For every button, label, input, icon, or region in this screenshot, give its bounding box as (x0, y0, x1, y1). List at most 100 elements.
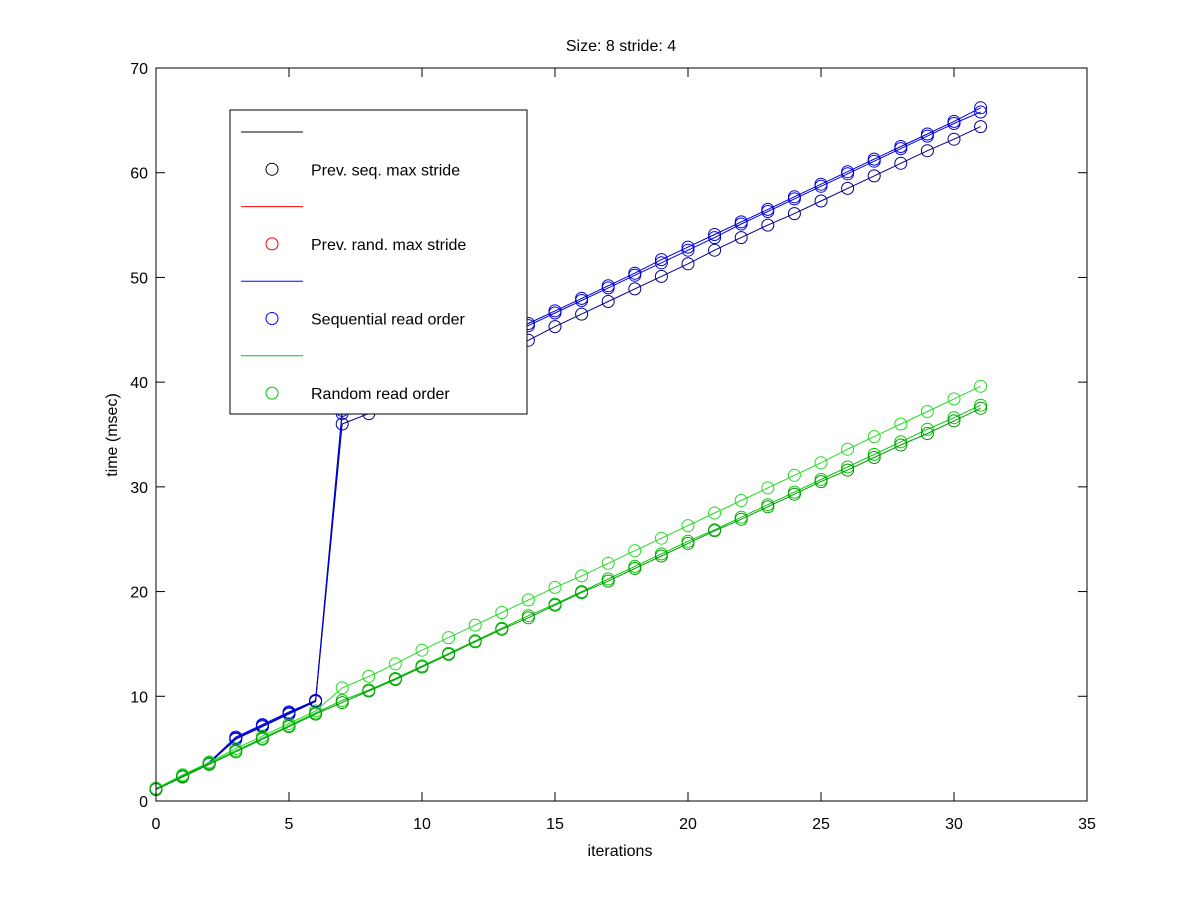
data-point (947, 392, 961, 406)
data-point (761, 481, 775, 495)
data-point (761, 202, 775, 216)
legend-marker-swatch (265, 237, 279, 251)
x-tick-label: 30 (945, 816, 963, 833)
data-point (867, 451, 881, 464)
data-point (415, 643, 429, 657)
data-point (734, 494, 748, 507)
x-tick-label: 35 (1078, 816, 1096, 833)
y-tick-label: 0 (139, 794, 148, 811)
legend-label: Prev. rand. max stride (311, 237, 466, 254)
y-tick-label: 20 (130, 585, 148, 602)
chart-title: Size: 8 stride: 4 (566, 38, 676, 55)
legend-marker-swatch (265, 162, 279, 176)
data-point (974, 379, 988, 393)
data-point (362, 684, 376, 698)
y-tick-label: 30 (130, 480, 148, 497)
data-point (521, 593, 535, 607)
data-point (468, 618, 482, 632)
data-point (708, 228, 722, 241)
data-point (335, 696, 349, 710)
data-point (920, 127, 934, 141)
data-point (495, 606, 509, 619)
series-line (155, 126, 981, 790)
data-point (654, 269, 668, 283)
data-point (654, 549, 668, 563)
data-point (601, 556, 615, 570)
data-point (282, 706, 296, 720)
data-point (309, 704, 323, 718)
data-point (575, 307, 589, 321)
data-point (708, 506, 722, 520)
data-point (947, 414, 961, 428)
data-point (681, 536, 695, 550)
series-line (155, 407, 981, 790)
data-point (894, 156, 908, 170)
data-point (708, 524, 722, 538)
data-point (282, 720, 296, 734)
data-point (867, 169, 881, 183)
legend-marker-swatch (265, 386, 279, 400)
data-point (575, 569, 589, 583)
data-point (787, 190, 801, 204)
y-tick-label: 70 (130, 61, 148, 78)
data-point (309, 707, 323, 721)
x-tick-label: 15 (546, 816, 564, 833)
y-tick-label: 40 (130, 375, 148, 392)
data-point (974, 398, 988, 412)
data-point (255, 719, 269, 733)
legend-label: Random read order (311, 386, 450, 403)
data-point (841, 165, 855, 179)
x-tick-label: 5 (285, 816, 294, 833)
data-point (787, 468, 801, 482)
x-tick-label: 25 (812, 816, 830, 833)
series-layer (149, 101, 988, 796)
data-point (654, 531, 668, 545)
data-point (681, 257, 695, 271)
x-tick-label: 20 (679, 816, 697, 833)
data-point (894, 435, 908, 449)
data-point (974, 105, 988, 119)
data-point (947, 132, 961, 146)
legend: Prev. seq. max stride Prev. rand. max str… (229, 109, 528, 415)
data-point (814, 475, 828, 489)
series-line (155, 385, 981, 789)
data-point (442, 631, 456, 645)
data-point (814, 456, 828, 470)
y-tick-label: 60 (130, 166, 148, 183)
data-point (654, 253, 668, 267)
data-point (468, 635, 482, 649)
data-point (814, 194, 828, 208)
data-point (176, 770, 190, 784)
data-point (229, 745, 243, 759)
data-point (947, 114, 961, 128)
y-tick-label: 50 (130, 270, 148, 287)
legend-label: Sequential read order (311, 312, 466, 329)
data-point (575, 586, 589, 600)
data-point (628, 562, 642, 575)
axis-ticks: 0 5 10 15 20 25 30 35 0 10 20 30 40 50 60 70 (130, 61, 1096, 833)
legend-entries: Prev. seq. max stride Prev. rand. max str… (241, 131, 466, 403)
legend-entry: Prev. seq. max stride (265, 162, 460, 179)
data-point (841, 463, 855, 477)
legend-marker-swatch (265, 312, 279, 325)
data-point (415, 660, 429, 674)
data-point (628, 544, 642, 558)
data-point (708, 243, 722, 257)
data-point (841, 442, 855, 456)
data-point (814, 177, 828, 191)
data-point (255, 732, 269, 746)
legend-entry: Sequential read order (265, 312, 466, 329)
data-point (734, 215, 748, 229)
data-point (734, 512, 748, 526)
legend-entry: Prev. rand. max stride (265, 237, 466, 254)
y-tick-label: 10 (130, 689, 148, 706)
data-point (894, 417, 908, 431)
data-point (495, 622, 509, 636)
series-line (155, 404, 981, 789)
data-point (681, 240, 695, 254)
series-line (155, 107, 981, 789)
data-point (548, 598, 562, 612)
data-point (362, 669, 376, 683)
